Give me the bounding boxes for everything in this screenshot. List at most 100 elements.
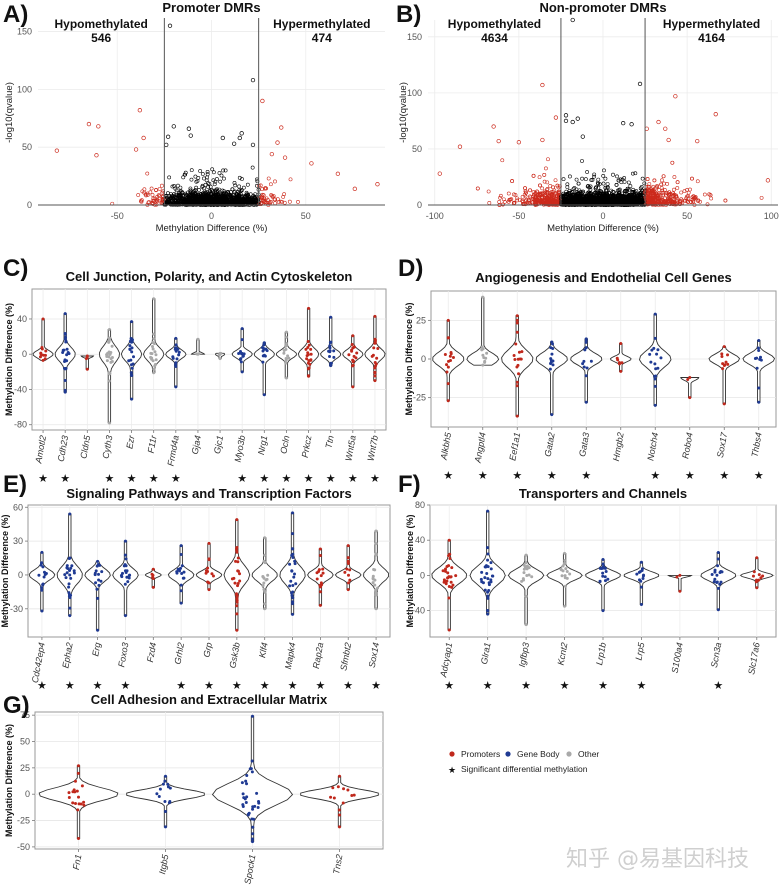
gene-label: Epha2 (60, 642, 74, 669)
significant-point (309, 161, 314, 166)
gene-label: Thbs4 (750, 432, 764, 458)
data-dot (123, 539, 127, 543)
data-dot (152, 297, 156, 301)
nonsignificant-point (616, 192, 621, 197)
significant-point (690, 176, 694, 181)
data-dot (41, 582, 45, 586)
data-dot (291, 532, 295, 536)
nonsignificant-point (250, 77, 256, 83)
data-dot (373, 337, 377, 341)
nonsignificant-point (603, 185, 608, 190)
significant-point (671, 197, 675, 202)
data-dot (38, 355, 42, 359)
data-dot (65, 566, 69, 570)
significant-point (723, 198, 728, 203)
nonsignificant-point (583, 177, 588, 182)
nonsignificant-point (239, 131, 244, 136)
gene-label: Cdh23 (56, 435, 70, 463)
nonsignificant-point (212, 182, 217, 187)
data-dot (584, 400, 588, 404)
nonsignificant-point (628, 184, 633, 188)
nonsignificant-point (182, 172, 187, 177)
data-dot (289, 579, 293, 583)
nonsignificant-point (564, 202, 568, 207)
nonsignificant-point (596, 185, 601, 190)
nonsignificant-point (215, 177, 219, 181)
data-dot (653, 403, 657, 407)
significant-point (550, 192, 554, 196)
data-dot (130, 397, 134, 401)
data-dot (286, 354, 290, 358)
data-dot (154, 358, 158, 362)
data-dot (261, 346, 265, 350)
data-dot (551, 363, 555, 367)
nonsignificant-point (615, 174, 619, 179)
significant-point (437, 171, 442, 176)
significant-point (654, 185, 659, 190)
significant-point (673, 202, 677, 207)
panel-d: -25025Alkbh5★Angptl4★Eef1a1★Gata2★Gata3★… (398, 255, 777, 482)
data-dot (131, 362, 135, 366)
data-dot (44, 349, 48, 353)
significant-point (512, 192, 516, 197)
data-dot (282, 351, 286, 355)
data-dot (236, 582, 240, 586)
data-dot (154, 353, 158, 357)
gene-label: Cyth3 (100, 435, 114, 460)
data-dot (355, 351, 359, 355)
data-dot (288, 562, 292, 566)
data-dot (656, 366, 660, 370)
gene-label: Frmd4a (166, 435, 181, 467)
data-dot (150, 572, 154, 576)
significance-star-icon: ★ (581, 469, 591, 482)
data-dot (329, 364, 333, 368)
significant-point (545, 180, 550, 185)
data-dot (306, 361, 310, 365)
nonsignificant-point (169, 193, 174, 198)
data-dot (351, 385, 355, 389)
nonsignificant-point (212, 193, 217, 197)
data-dot (519, 357, 523, 361)
nonsignificant-point (591, 196, 596, 201)
gene-label: Grp (202, 642, 214, 659)
nonsignificant-point (621, 121, 626, 126)
nonsignificant-point (251, 193, 256, 198)
data-dot (109, 360, 113, 364)
significance-star-icon: ★ (37, 679, 47, 692)
nonsignificant-point (574, 194, 579, 199)
gene-label: Rap2a (311, 642, 325, 670)
significant-point (496, 138, 501, 144)
data-dot (620, 361, 624, 365)
nonsignificant-point (233, 183, 238, 188)
y-tick-label: 100 (407, 88, 422, 98)
nonsignificant-point (595, 191, 599, 196)
data-dot (240, 338, 244, 342)
y-tick-label: 0 (18, 570, 23, 580)
gene-label: Myo3b (233, 435, 248, 463)
significant-point (645, 177, 650, 181)
data-dot (515, 314, 519, 318)
data-dot (291, 584, 295, 588)
data-dot (617, 361, 621, 365)
gene-label: Gata2 (543, 432, 557, 458)
data-dot (374, 529, 378, 533)
data-dot (284, 330, 288, 334)
data-dot (110, 344, 114, 348)
data-dot (721, 367, 725, 371)
violin-wnt7b (364, 314, 386, 383)
significant-point (524, 197, 529, 202)
data-dot (182, 570, 186, 574)
data-dot (328, 354, 332, 358)
nonsignificant-point (164, 142, 169, 148)
violin-cdc42ep4 (28, 550, 56, 613)
data-dot (42, 570, 46, 574)
nonsignificant-point (183, 198, 188, 203)
data-dot (43, 357, 47, 361)
data-dot (374, 588, 378, 592)
data-dot (284, 376, 288, 380)
significance-star-icon: ★ (176, 679, 186, 692)
violin-mapk4 (279, 511, 306, 616)
nonsignificant-point (638, 186, 643, 191)
